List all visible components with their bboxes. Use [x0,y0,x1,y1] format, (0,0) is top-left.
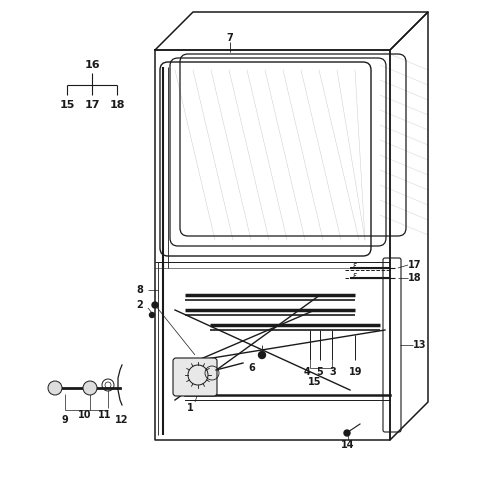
FancyBboxPatch shape [173,358,217,396]
Text: ε: ε [353,271,357,280]
Circle shape [344,430,350,436]
Text: ε: ε [353,261,357,270]
Text: 8: 8 [137,285,144,295]
Text: 4: 4 [304,367,311,377]
Text: 17: 17 [84,100,100,110]
Text: 6: 6 [249,363,255,373]
Circle shape [149,312,155,318]
Text: 18: 18 [109,100,125,110]
Text: 12: 12 [115,415,129,425]
Text: 17: 17 [408,260,422,270]
Text: 2: 2 [137,300,144,310]
Circle shape [48,381,62,395]
Text: 19: 19 [349,367,363,377]
Text: 16: 16 [84,60,100,70]
Text: 3: 3 [330,367,336,377]
Circle shape [259,352,265,358]
Text: 5: 5 [317,367,324,377]
Circle shape [83,381,97,395]
Text: 18: 18 [408,273,422,283]
Circle shape [152,302,158,308]
Text: 15: 15 [60,100,75,110]
Text: 7: 7 [227,33,233,43]
Text: 13: 13 [413,340,427,350]
Text: 10: 10 [78,410,92,420]
Text: 15: 15 [308,377,322,387]
Text: 14: 14 [341,440,355,450]
Text: 11: 11 [98,410,112,420]
Text: 1: 1 [187,403,193,413]
Text: 9: 9 [61,415,68,425]
